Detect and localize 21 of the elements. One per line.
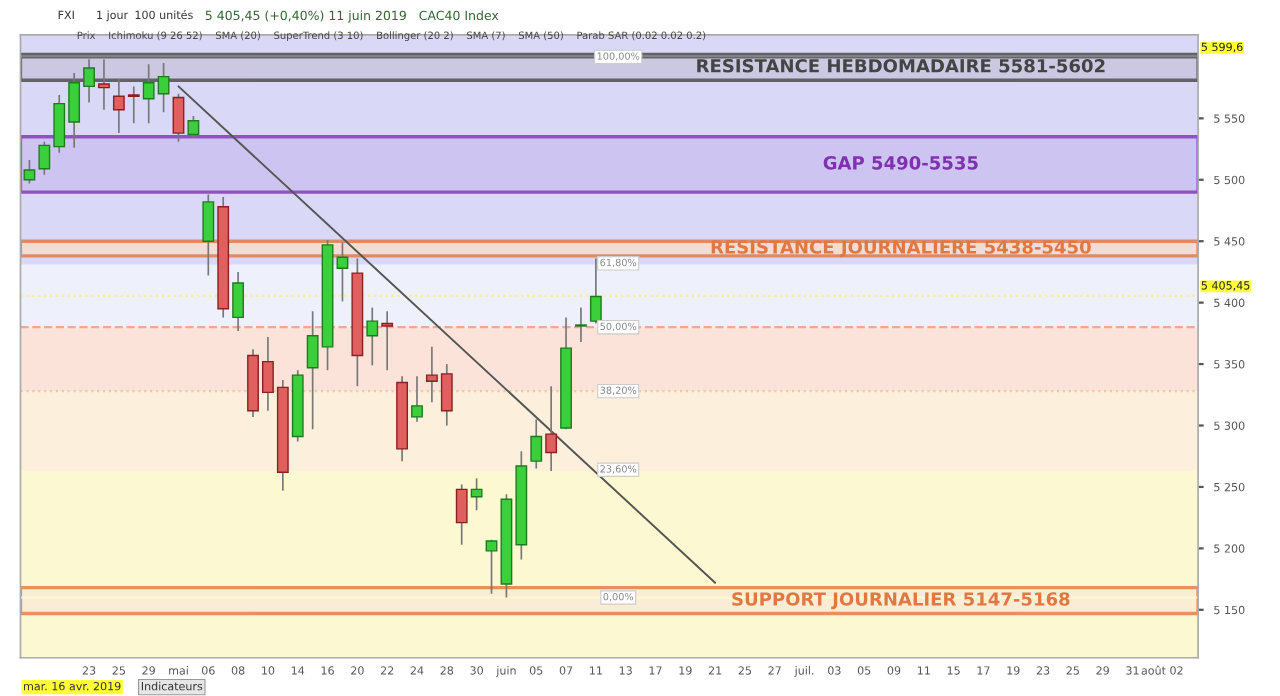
candlestick (589, 257, 602, 325)
candlestick (470, 477, 483, 512)
candlestick (411, 375, 423, 423)
candlestick (202, 193, 215, 277)
candlestick (336, 241, 349, 303)
band-label: GAP 5490-5535 (823, 156, 978, 170)
candlestick (545, 385, 558, 472)
candlestick (530, 418, 543, 470)
candlestick (98, 58, 110, 111)
candlestick (575, 306, 587, 343)
band-label: RESISTANCE HEBDOMADAIRE 5581-5602 (697, 58, 1105, 73)
candlestick (366, 306, 379, 367)
candlestick (23, 159, 36, 185)
candlestick (187, 115, 200, 139)
candlestick (381, 310, 394, 372)
candlestick (172, 92, 185, 143)
candlestick (485, 538, 498, 595)
candlestick (232, 271, 245, 332)
band-label: SUPPORT JOURNALIER 5147-5168 (732, 592, 1070, 610)
candlestick (455, 483, 468, 546)
band-label: RESISTANCE JOURNALIERE 5438-5450 (711, 240, 1091, 258)
